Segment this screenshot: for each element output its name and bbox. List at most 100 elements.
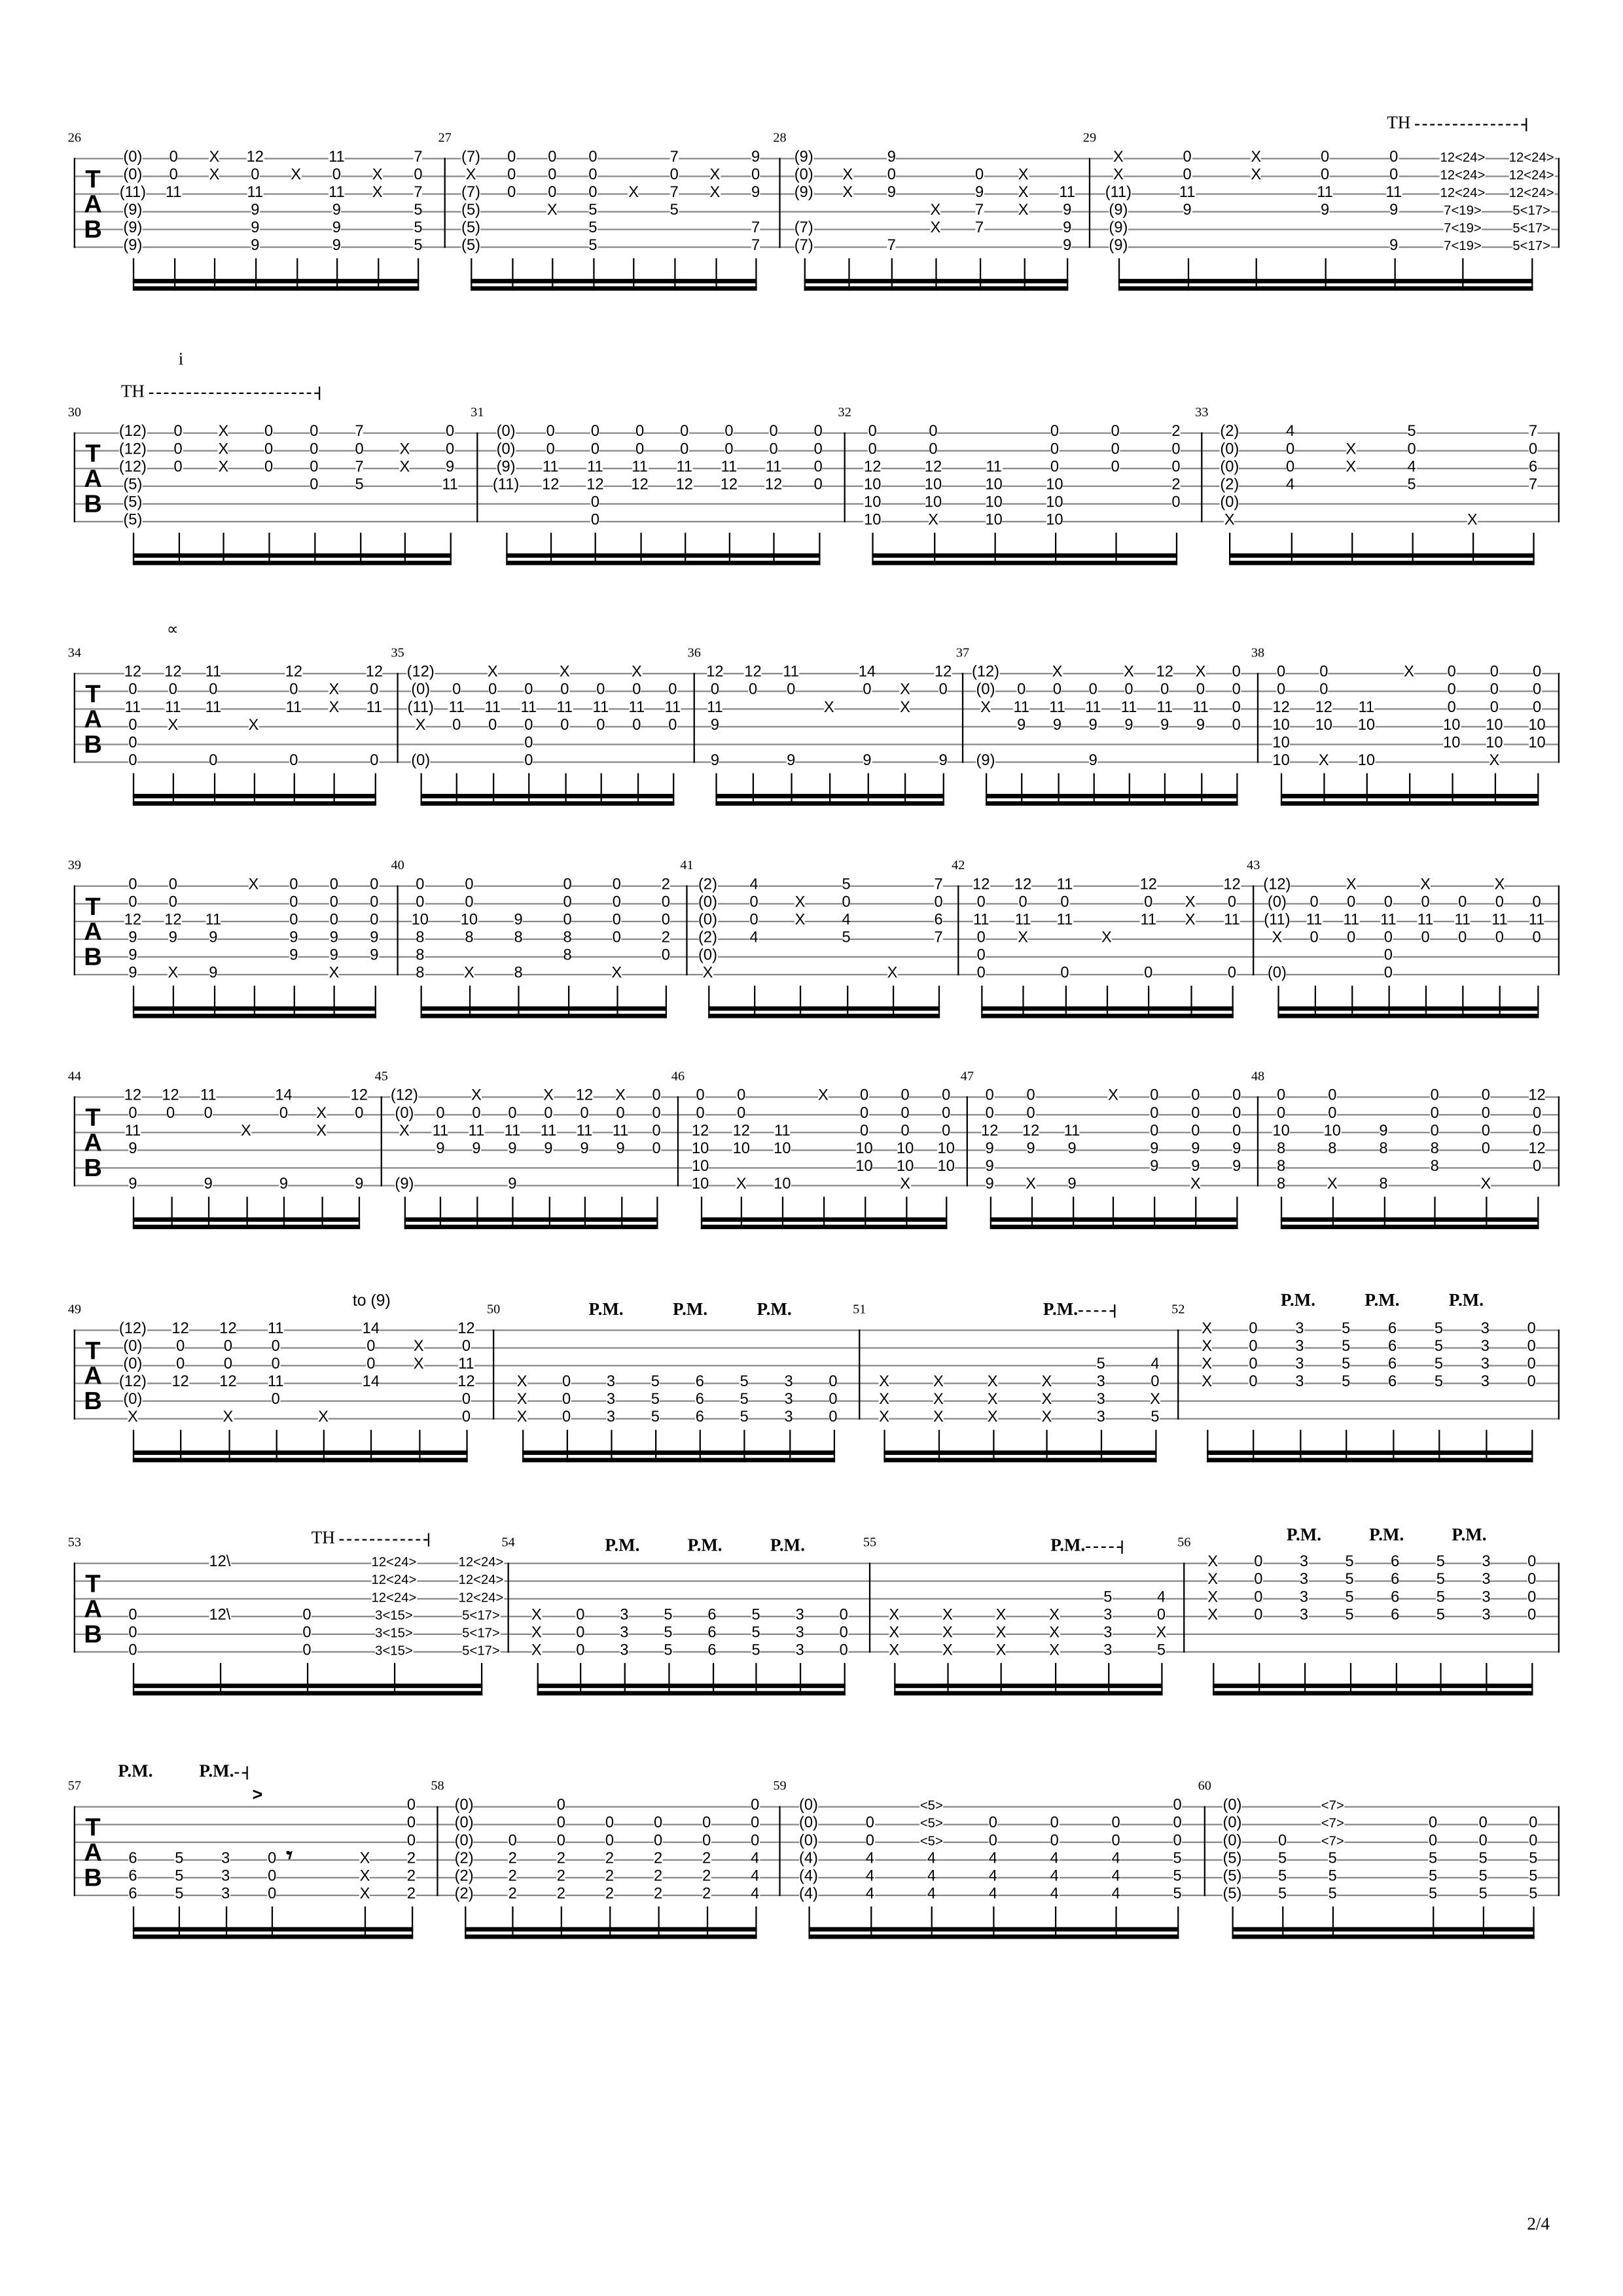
fret-number: 0	[1527, 1319, 1536, 1338]
beam	[420, 801, 675, 806]
fret-number: 5<17>	[462, 1643, 500, 1660]
fret-number: 0	[612, 876, 621, 894]
palm-mute-label: P.M.	[588, 1298, 624, 1319]
fret-number: 0	[548, 166, 557, 184]
fret-number: 6	[1391, 1570, 1400, 1588]
fret-number: 3	[1482, 1570, 1491, 1588]
fret-number: X	[842, 166, 853, 184]
fret-number: 11	[448, 698, 465, 717]
fret-number: 6	[695, 1390, 704, 1408]
fret-number: 11	[285, 698, 302, 717]
fret-number: X	[372, 166, 383, 184]
note-stem	[1177, 1906, 1179, 1939]
fret-number: 0	[128, 893, 137, 912]
fret-number: 6	[707, 1624, 717, 1642]
fret-number: 5	[414, 219, 423, 237]
beam	[804, 279, 1069, 283]
fret-number: 2	[508, 1850, 517, 1868]
fret-number: 0	[168, 681, 177, 699]
fret-number: 5	[1173, 1867, 1182, 1886]
tab-clef-letter: B	[84, 215, 102, 243]
note-stem	[1533, 532, 1535, 565]
fret-number: 3	[606, 1408, 616, 1426]
fret-number: 5<17>	[462, 1625, 500, 1642]
palm-mute-extended: P.M.	[199, 1761, 247, 1783]
fret-number: 11	[628, 698, 645, 717]
note-stem	[1281, 1196, 1283, 1229]
note-stem	[404, 532, 406, 565]
fret-number: 7<19>	[1444, 238, 1482, 255]
fret-number: 11	[632, 458, 648, 476]
fret-number: (0)	[123, 148, 143, 166]
beam	[419, 1006, 668, 1011]
fret-number: 11	[1056, 911, 1073, 929]
measure-number: 36	[687, 645, 701, 660]
fret-number: 0	[1171, 440, 1181, 459]
string-line	[73, 228, 1558, 230]
fret-number: 0	[302, 1606, 312, 1624]
fret-number: 11	[205, 663, 222, 681]
note-stem	[178, 532, 180, 565]
fret-number: 0	[1421, 929, 1430, 947]
fret-number: 0	[209, 681, 218, 699]
fret-number: 0	[1478, 1814, 1488, 1832]
fret-number: 5	[1345, 1606, 1354, 1624]
fret-number: 0	[590, 422, 600, 440]
string-line	[73, 1598, 1558, 1600]
fret-number: 2	[1171, 476, 1181, 494]
note-stem	[905, 1196, 907, 1229]
fret-number: 5	[751, 1606, 760, 1624]
string-line	[73, 503, 1558, 505]
measure-number: 53	[67, 1534, 81, 1550]
fret-number: 12	[124, 1086, 142, 1105]
tab-clef-letter: B	[84, 1620, 102, 1649]
fret-number: 0	[1532, 1122, 1542, 1140]
beam	[981, 1006, 1234, 1011]
fret-number: 3	[795, 1624, 804, 1642]
fret-number: 5	[1342, 1372, 1351, 1391]
fret-number: 0	[1160, 681, 1169, 699]
fret-number: 9	[355, 1175, 364, 1193]
fret-number: 11	[612, 1122, 629, 1140]
fret-number: (0)	[1267, 893, 1287, 912]
barline	[1558, 885, 1560, 976]
fret-number: 0	[1285, 440, 1295, 459]
fret-number: 0	[370, 876, 379, 894]
fret-number: 0	[1191, 1086, 1200, 1105]
beam	[420, 793, 675, 798]
note-stem	[1057, 773, 1059, 806]
fret-number: 5	[1277, 1885, 1287, 1903]
fret-number: 5	[1436, 1606, 1445, 1624]
fret-number: 9	[209, 929, 218, 947]
fret-number: 10	[864, 493, 882, 512]
fret-number: 0	[1156, 1606, 1166, 1624]
fret-number: 0	[938, 681, 948, 699]
fret-number: 3	[1096, 1408, 1105, 1426]
fret-number: 0	[310, 476, 319, 494]
fret-number: X	[543, 1086, 554, 1105]
note-stem	[1207, 1429, 1209, 1463]
tab-system-8: T A B 57 6 6 6 5 5 5 3 3 3 0 0 0 X X X 0 0 0 2 2 2 58 (0) (0) (0) (2)…	[0, 1778, 1623, 1969]
fret-number: 0	[1532, 681, 1542, 699]
fret-number: 0	[702, 1814, 711, 1832]
fret-number: X	[316, 1122, 327, 1140]
fret-number: 0	[556, 1796, 565, 1814]
barline	[1204, 1806, 1205, 1897]
fret-number: 3	[1103, 1624, 1113, 1642]
fret-number: 5	[1407, 422, 1416, 440]
measure-number: 45	[374, 1068, 388, 1083]
fret-number: X	[1224, 511, 1235, 529]
fret-number: 10	[691, 1157, 709, 1175]
fret-number: 12	[162, 1086, 179, 1105]
fret-number: 0	[1447, 681, 1456, 699]
fret-number: 10	[1323, 1122, 1341, 1140]
fret-number: 0	[1328, 1086, 1337, 1105]
fret-number: X	[879, 1372, 889, 1391]
fret-number: 4	[1285, 422, 1295, 440]
barline	[73, 885, 75, 976]
note-stem	[552, 258, 554, 291]
fret-number: 11	[972, 911, 990, 929]
fret-number: 3	[784, 1372, 793, 1391]
fret-number: 9	[1063, 201, 1072, 219]
th-label: TH	[1387, 112, 1411, 133]
